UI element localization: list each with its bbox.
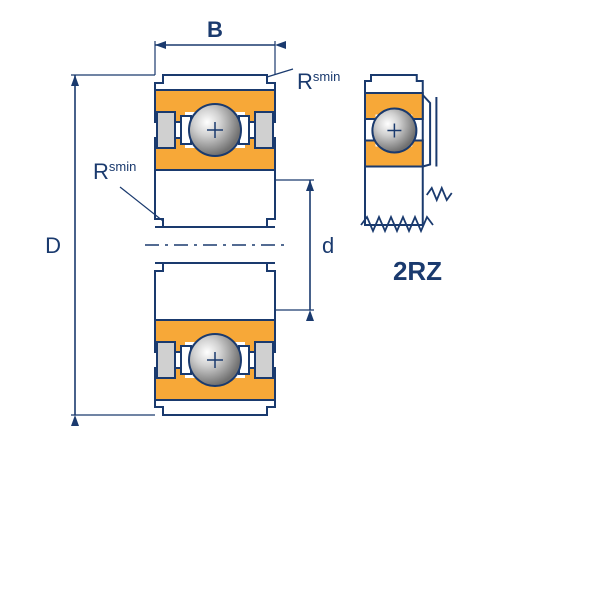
label-d: d xyxy=(322,233,334,258)
label-type: 2RZ xyxy=(393,256,442,286)
label-Rsmin-top: Rsmin xyxy=(297,69,340,94)
label-B: B xyxy=(207,17,223,42)
shield-left xyxy=(157,342,175,378)
seal-rz xyxy=(423,95,430,167)
label-D: D xyxy=(45,233,61,258)
shield-right xyxy=(255,112,273,148)
shield-right xyxy=(255,342,273,378)
label-Rsmin-left: Rsmin xyxy=(93,159,136,184)
shield-left xyxy=(157,112,175,148)
